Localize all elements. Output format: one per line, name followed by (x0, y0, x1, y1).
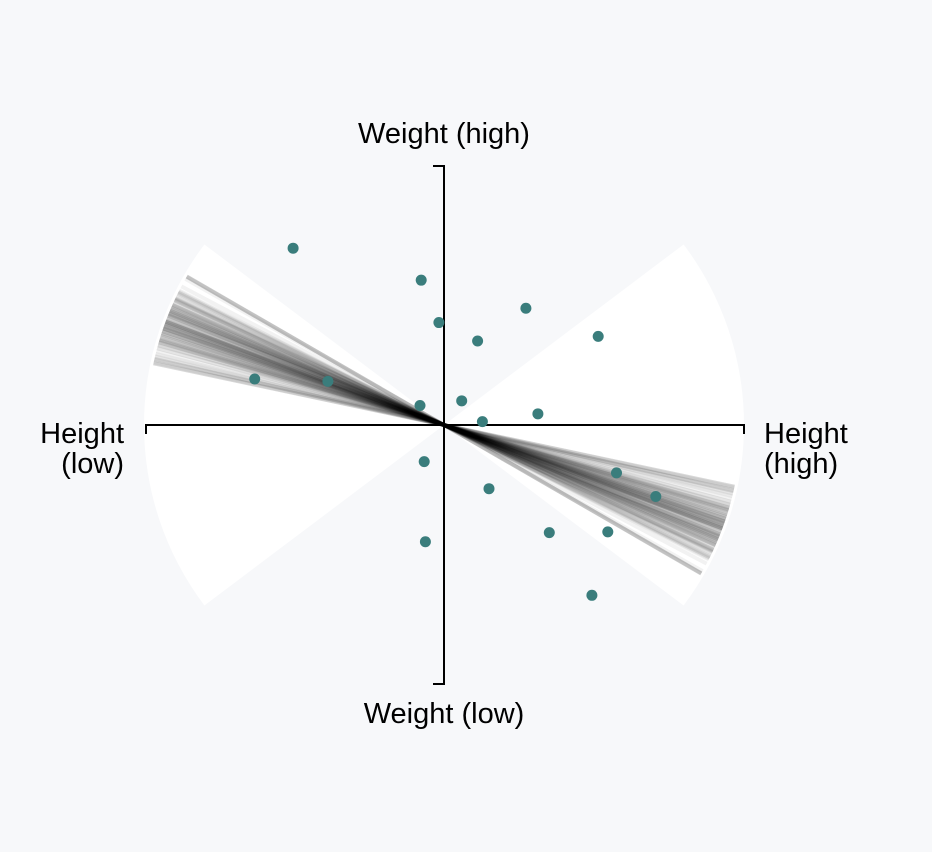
data-point (456, 395, 468, 407)
axis-labels: Weight (high) Weight (low) Height (low) … (40, 118, 848, 730)
axis-label-bottom: Weight (low) (364, 698, 525, 730)
data-point (418, 456, 430, 468)
data-point (611, 467, 622, 479)
data-points (249, 242, 662, 601)
data-point (592, 330, 604, 342)
axes (145, 165, 745, 685)
data-point (414, 400, 426, 411)
data-point (520, 302, 532, 314)
data-point (419, 536, 431, 548)
data-point (322, 375, 334, 387)
axis-label-right-line1: Height (764, 418, 848, 450)
axis-label-left-line1: Height (40, 418, 124, 450)
data-point (650, 491, 662, 502)
data-point (543, 527, 555, 539)
data-point (287, 242, 299, 254)
data-point (472, 335, 484, 347)
data-point (433, 317, 445, 329)
data-point (249, 373, 261, 385)
axis-label-left-line2: (low) (61, 448, 124, 480)
axis-label-top: Weight (high) (358, 118, 530, 150)
data-point (532, 408, 544, 420)
data-point (602, 526, 614, 538)
data-point (415, 274, 427, 286)
data-point (483, 483, 495, 495)
data-point (476, 416, 488, 428)
data-point (586, 589, 598, 601)
axis-label-right-line2: (high) (764, 448, 838, 480)
